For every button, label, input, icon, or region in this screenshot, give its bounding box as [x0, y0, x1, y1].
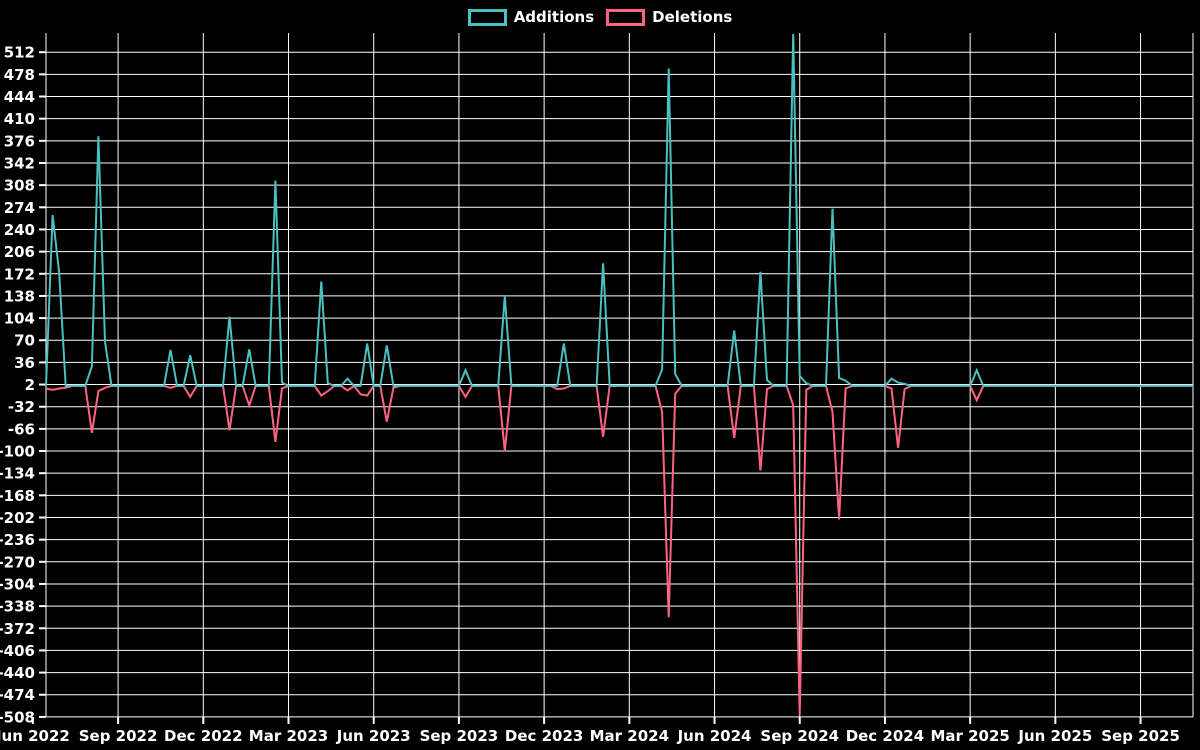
legend-label-additions: Additions — [513, 8, 595, 26]
y-tick-label: 512 — [4, 44, 35, 62]
x-tick-label: Jun 2025 — [1017, 727, 1092, 745]
y-tick-label: 138 — [4, 287, 35, 305]
y-tick-label: -168 — [0, 487, 35, 505]
chart-legend: Additions Deletions — [0, 8, 1200, 27]
x-tick-label: Jun 2022 — [0, 727, 70, 745]
y-tick-label: -236 — [0, 531, 35, 549]
x-tick-label: Jun 2023 — [336, 727, 411, 745]
y-axis-labels: 512 478 444 410 376 342 308 274 240 206 172 138 104 7… — [0, 44, 35, 727]
y-tick-label: 410 — [4, 110, 35, 128]
y-tick-label: -474 — [0, 686, 35, 704]
y-tick-label: -66 — [8, 420, 35, 438]
y-tick-label: -440 — [0, 664, 35, 682]
y-tick-label: -134 — [0, 465, 35, 483]
y-tick-label: -372 — [0, 620, 35, 638]
additions-line — [45, 33, 1193, 387]
x-tick-label: Dec 2022 — [164, 727, 243, 745]
additions-swatch-icon — [467, 9, 507, 26]
x-tick-label: Sep 2025 — [1101, 727, 1180, 745]
x-tick-label: Mar 2024 — [590, 727, 669, 745]
x-tick-label: Sep 2023 — [420, 727, 499, 745]
y-tick-label: -508 — [0, 708, 35, 726]
y-tick-label: 478 — [4, 66, 35, 84]
y-tick-label: -338 — [0, 598, 35, 616]
x-tick-label: Jun 2024 — [677, 727, 752, 745]
legend-item-additions[interactable]: Additions — [467, 8, 595, 27]
deletions-polyline — [45, 384, 1193, 715]
y-tick-label: 36 — [14, 354, 35, 372]
y-tick-label: 240 — [4, 221, 35, 239]
y-tick-label: 274 — [4, 199, 35, 217]
y-tick-label: 104 — [4, 310, 35, 328]
y-tick-label: -304 — [0, 575, 35, 593]
x-axis-labels: Jun 2022 Sep 2022 Dec 2022 Mar 2023 Jun 2023… — [0, 727, 1180, 745]
y-tick-label: 376 — [4, 132, 35, 150]
y-tick-label: 70 — [14, 332, 35, 350]
horizontal-gridlines — [46, 51, 1193, 718]
x-tick-label: Mar 2023 — [249, 727, 328, 745]
y-tick-label: -202 — [0, 509, 35, 527]
y-tick-label: -100 — [0, 443, 35, 461]
y-tick-label: 206 — [4, 243, 35, 261]
deletions-swatch-icon — [606, 9, 646, 26]
x-tick-label: Sep 2022 — [79, 727, 158, 745]
y-tick-label: 308 — [4, 177, 35, 195]
y-tick-label: 444 — [4, 88, 35, 106]
deletions-line — [45, 384, 1193, 715]
x-tick-label: Dec 2023 — [505, 727, 584, 745]
legend-label-deletions: Deletions — [652, 8, 733, 26]
legend-item-deletions[interactable]: Deletions — [606, 8, 732, 27]
x-tick-label: Dec 2024 — [846, 727, 925, 745]
axis-borders — [45, 33, 1194, 717]
vertical-gridlines — [117, 33, 1142, 717]
y-tick-label: -406 — [0, 642, 35, 660]
y-tick-label: 2 — [25, 376, 35, 394]
y-tick-label: 172 — [4, 265, 35, 283]
additions-polyline — [45, 33, 1193, 387]
y-tick-label: -32 — [8, 398, 35, 416]
y-tick-label: 342 — [4, 154, 35, 172]
y-tick-label: -270 — [0, 553, 35, 571]
x-tick-label: Sep 2024 — [760, 727, 839, 745]
tick-marks — [31, 51, 1142, 724]
x-tick-label: Mar 2025 — [930, 727, 1009, 745]
